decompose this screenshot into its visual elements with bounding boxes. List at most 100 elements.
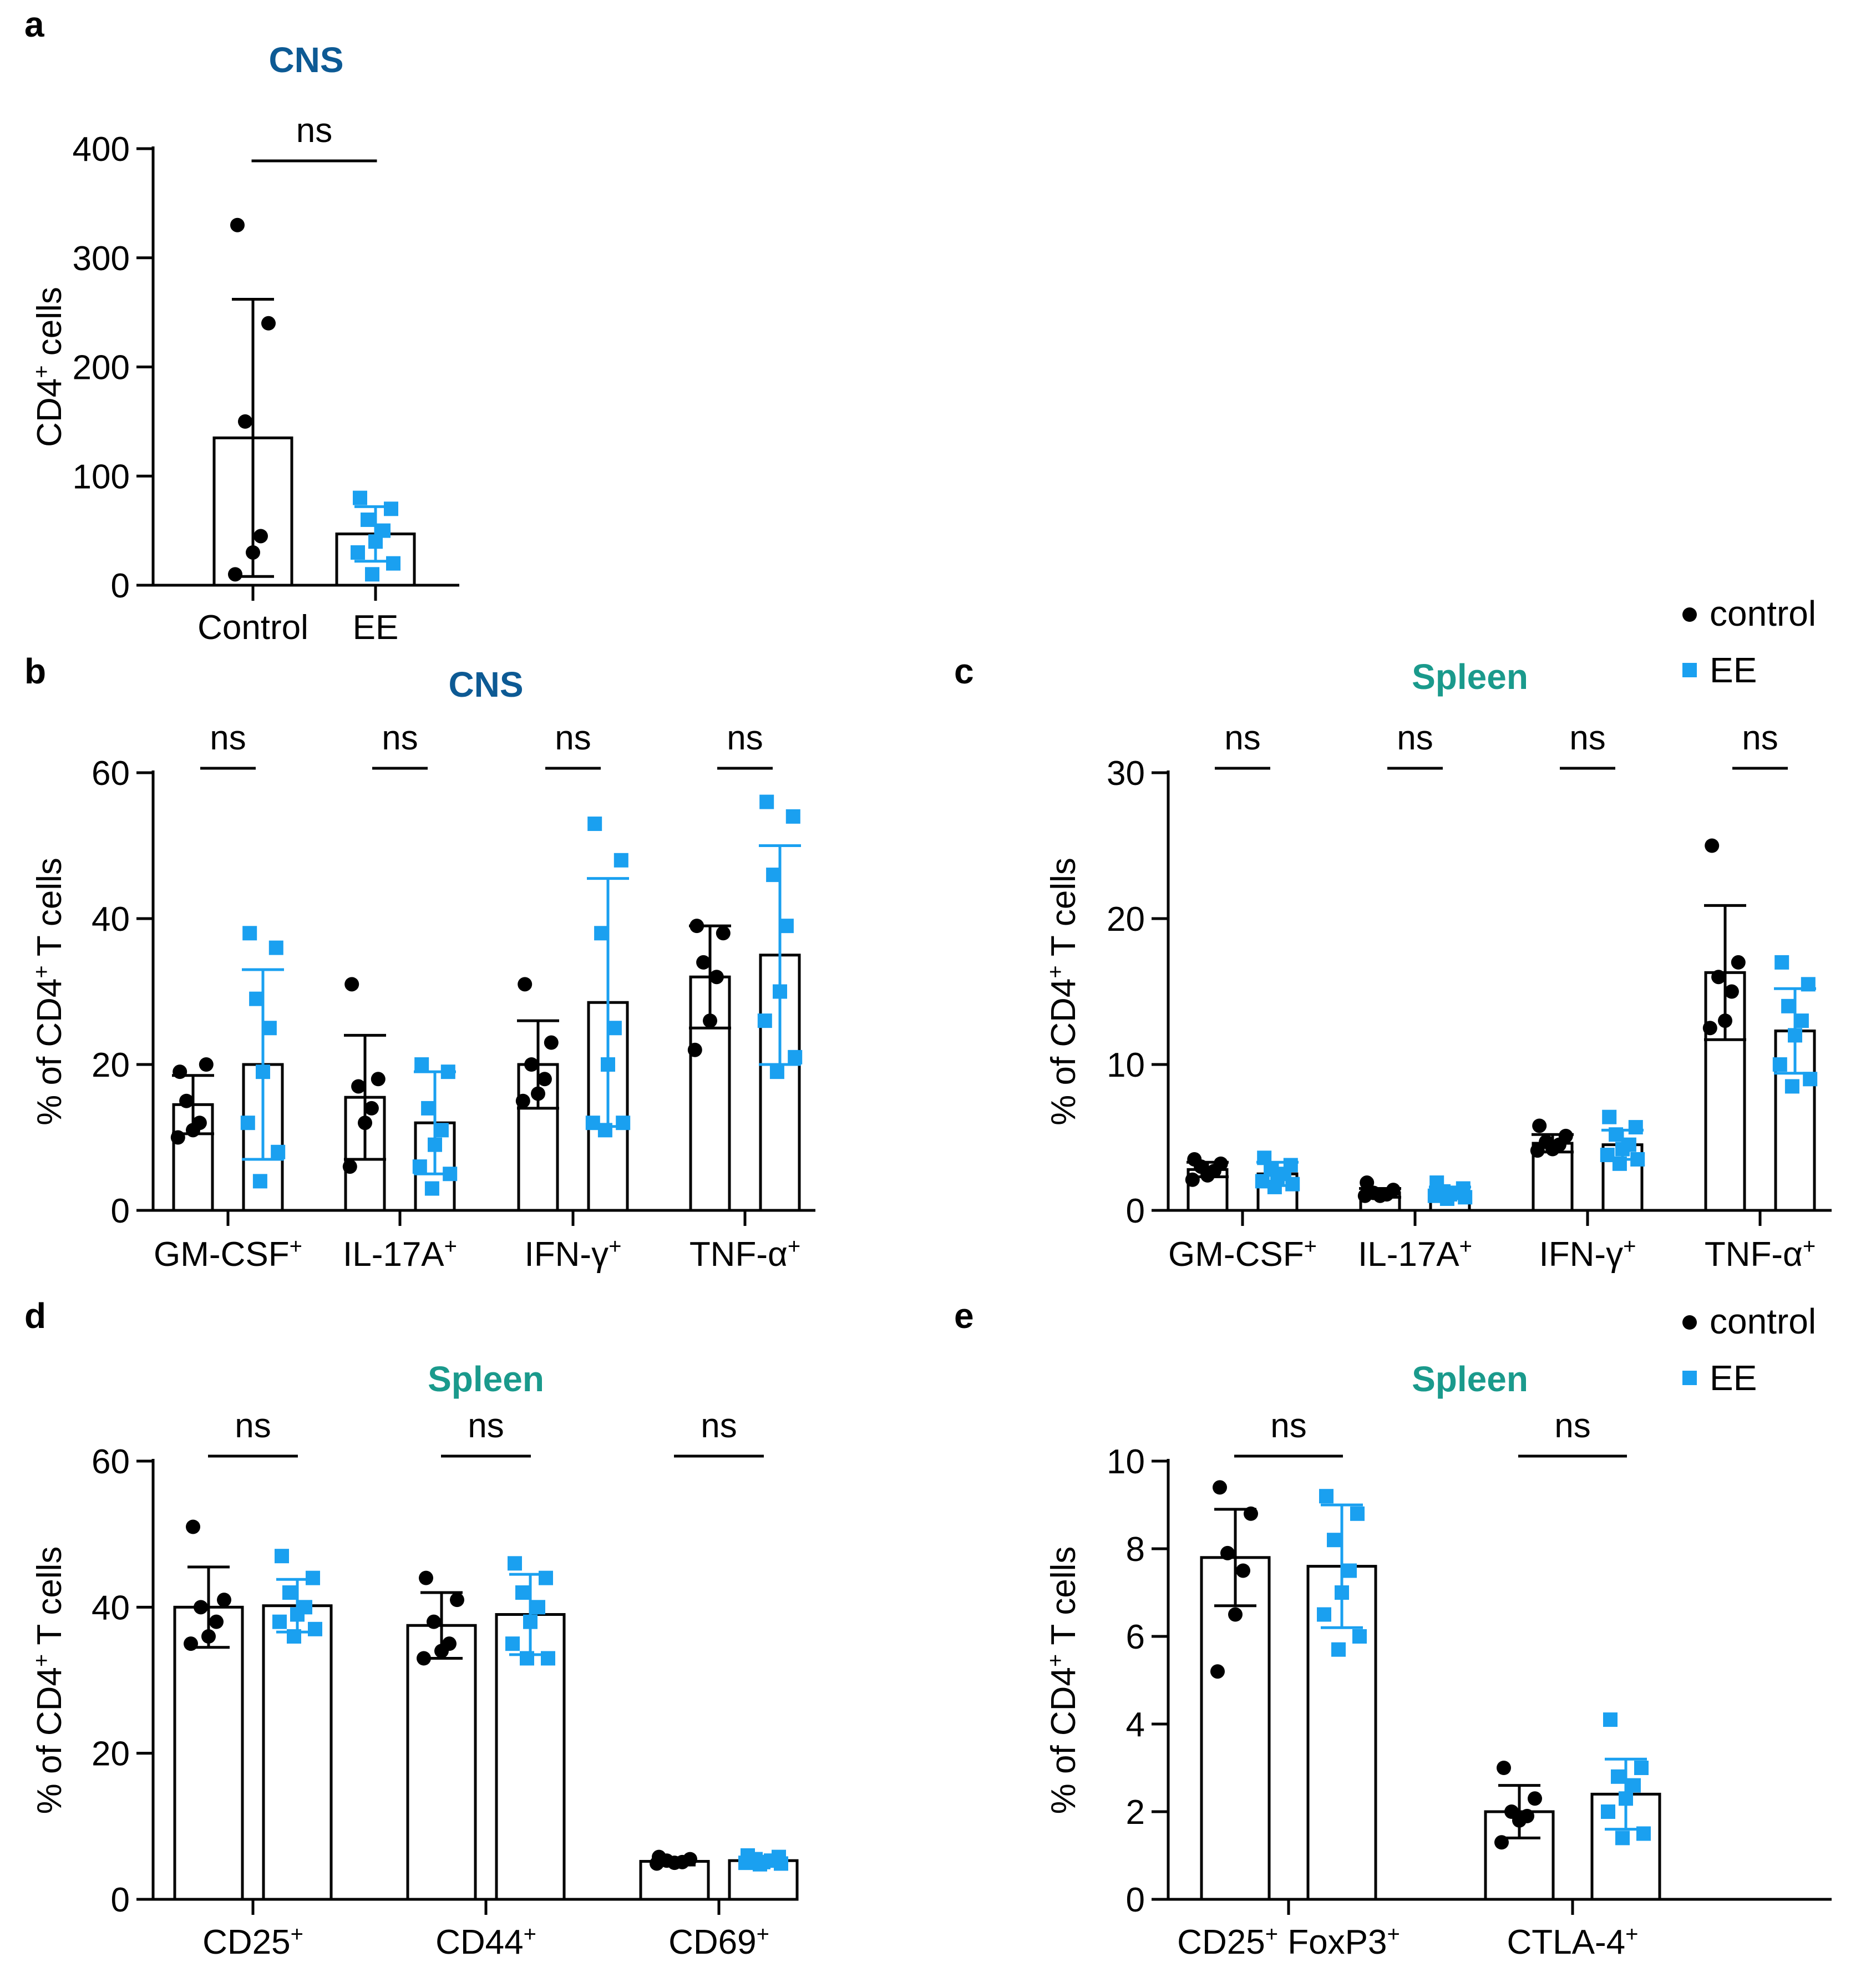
data-point-ee [738, 1856, 753, 1870]
data-point-ee [585, 1116, 600, 1130]
data-point-ee [1615, 1142, 1630, 1157]
error-bar-ee [759, 844, 801, 1066]
data-point-ee [386, 556, 400, 571]
data-point-ee [440, 1064, 455, 1079]
significance-label: ns [296, 111, 332, 150]
significance-label: ns [235, 1407, 271, 1445]
data-point-control [179, 1093, 194, 1108]
panel-e: Spleen % of CD4+ T cells 0 2 4 6 8 10 CD25+ FoxP… [1043, 1359, 1832, 1961]
data-point-control [358, 1116, 372, 1130]
y-axis-label: % of CD4+ T cells [1043, 858, 1083, 1126]
bar-control [517, 1063, 559, 1212]
data-point-control [261, 316, 276, 331]
data-point-ee [290, 1607, 305, 1622]
data-point-control [537, 1072, 552, 1087]
data-point-ee [757, 1013, 772, 1028]
data-point-ee [779, 919, 794, 934]
data-point-ee [249, 991, 264, 1006]
data-point-ee [368, 534, 383, 549]
x-tick-label: CD25+ [202, 1922, 303, 1961]
data-point-control [1210, 1664, 1225, 1679]
data-point-control [667, 1856, 682, 1870]
data-point-control [716, 926, 731, 941]
data-point-control [1731, 955, 1746, 970]
chart-title: Spleen [1412, 1359, 1528, 1399]
data-point-ee [1603, 1712, 1618, 1727]
data-point-ee [282, 1585, 297, 1600]
chart-title: CNS [448, 665, 523, 704]
data-point-ee [1458, 1190, 1473, 1205]
data-point-control [544, 1035, 559, 1050]
data-point-ee [256, 1064, 270, 1079]
data-point-ee [242, 926, 257, 941]
panel-letter-d: d [24, 1296, 46, 1336]
data-point-control [184, 1636, 198, 1651]
data-point-control [201, 1629, 216, 1644]
data-point-ee [505, 1636, 520, 1651]
y-axis-label: % of CD4+ T cells [1043, 1547, 1083, 1814]
data-point-control [1220, 1545, 1235, 1560]
x-tick-label: GM-CSF+ [154, 1234, 302, 1274]
data-point-ee [788, 1050, 803, 1064]
y-tick-label: 0 [1126, 1881, 1145, 1919]
x-tick-label: CTLA-4+ [1507, 1922, 1639, 1961]
data-point-control [696, 955, 711, 970]
data-point-ee [1439, 1191, 1454, 1206]
data-point-ee [365, 567, 379, 582]
data-point-ee [541, 1651, 555, 1666]
x-tick-label: EE [353, 609, 399, 647]
bar-control [406, 1624, 477, 1901]
data-point-control [209, 1614, 224, 1629]
data-point-control [417, 1651, 431, 1666]
data-point-ee [1772, 1057, 1787, 1072]
data-point-control [1185, 1172, 1200, 1187]
panel-b: CNS % of CD4+ T cells 0 20 40 60 GM-CSF+ IL-17A… [29, 665, 815, 1274]
y-tick-label: 10 [1107, 1443, 1145, 1481]
data-point-control [1545, 1142, 1560, 1157]
data-point-ee [434, 1123, 449, 1138]
data-point-ee [520, 1651, 534, 1666]
data-point-ee [1267, 1179, 1282, 1194]
data-point-ee [353, 490, 367, 505]
data-point-ee [1255, 1174, 1270, 1189]
data-point-ee [414, 1057, 429, 1072]
data-point-ee [275, 1549, 289, 1564]
data-point-ee [1612, 1156, 1627, 1171]
legend-control-label: control [1710, 594, 1816, 633]
data-point-control [1711, 970, 1726, 985]
data-point-control [1228, 1607, 1243, 1622]
y-tick-label: 40 [92, 900, 130, 939]
x-tick-label: IFN-γ+ [1539, 1234, 1636, 1274]
legend-control-label: control [1710, 1301, 1816, 1341]
data-point-ee [753, 1857, 767, 1872]
data-point-control [1724, 984, 1739, 999]
data-point-control [1532, 1118, 1547, 1133]
data-point-ee [272, 1614, 287, 1629]
significance-label: ns [1569, 719, 1605, 757]
data-point-control [173, 1064, 187, 1079]
data-point-ee [1634, 1761, 1649, 1775]
significance-label: ns [1270, 1407, 1306, 1445]
y-tick-label: 0 [111, 1881, 130, 1919]
data-point-control [518, 977, 533, 992]
data-point-ee [1774, 955, 1789, 970]
data-point-ee [515, 1585, 530, 1600]
data-point-control [419, 1570, 433, 1585]
y-tick-label: 400 [73, 130, 130, 169]
y-tick-label: 40 [92, 1589, 130, 1627]
significance-label: ns [1397, 719, 1433, 757]
data-point-ee [613, 853, 628, 868]
data-point-ee [1781, 998, 1796, 1013]
y-tick-label: 0 [111, 1192, 130, 1230]
data-point-control [194, 1600, 208, 1615]
data-point-ee [523, 1614, 538, 1629]
bar-control [173, 1605, 244, 1901]
data-point-ee [1601, 1804, 1615, 1819]
data-point-control [1373, 1188, 1387, 1203]
x-tick-label: IL-17A+ [1358, 1234, 1472, 1274]
significance-label: ns [1224, 719, 1260, 757]
data-point-ee [351, 545, 365, 560]
data-point-ee [240, 1116, 255, 1130]
data-point-control [1512, 1813, 1527, 1828]
